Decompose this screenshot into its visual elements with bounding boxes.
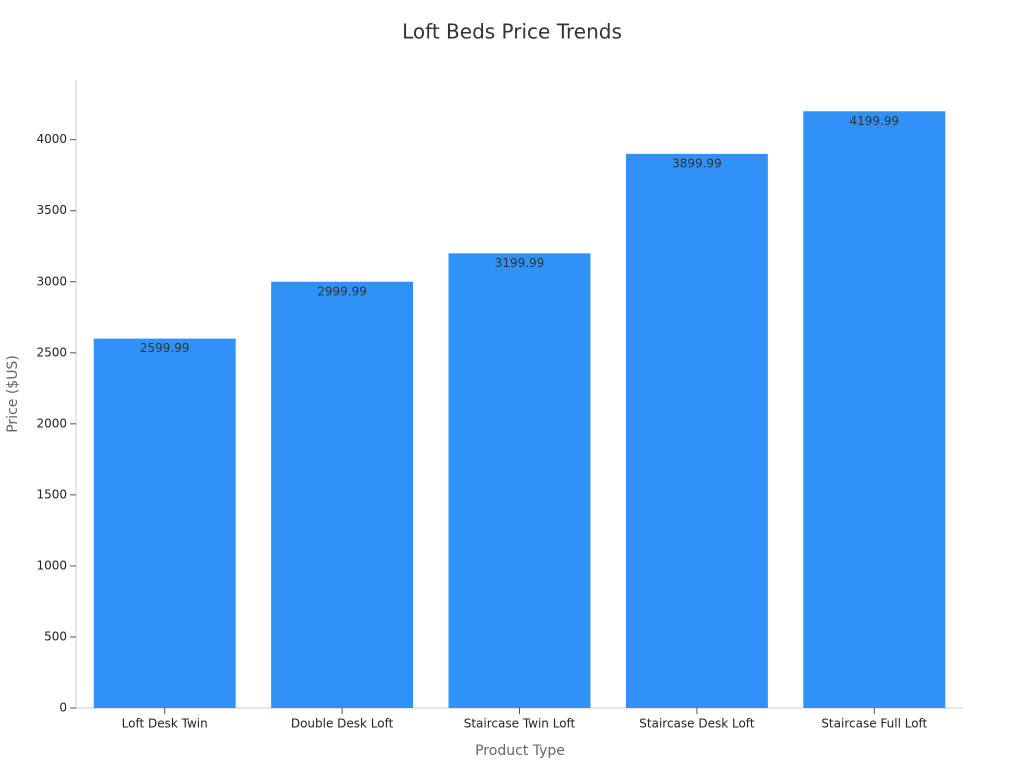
bar	[271, 281, 414, 708]
x-axis-title: Product Type	[475, 743, 565, 759]
y-tick-label: 1000	[36, 558, 67, 572]
value-label: 4199.99	[849, 114, 899, 128]
value-label: 3899.99	[672, 156, 722, 170]
y-tick-label: 2000	[36, 416, 67, 430]
y-tick-label: 4000	[36, 132, 67, 146]
x-tick-label: Staircase Full Loft	[821, 717, 927, 731]
y-tick-label: 3000	[36, 274, 67, 288]
x-tick-label: Loft Desk Twin	[122, 717, 208, 731]
value-label: 3199.99	[495, 256, 545, 270]
y-axis-title: Price ($US)	[5, 355, 21, 433]
value-label: 2599.99	[140, 341, 190, 355]
y-tick-label: 1500	[36, 487, 67, 501]
bar	[625, 153, 768, 708]
y-tick-label: 0	[59, 701, 67, 715]
bar	[448, 253, 591, 708]
y-tick-label: 2500	[36, 345, 67, 359]
chart-title: Loft Beds Price Trends	[402, 20, 622, 44]
bar	[803, 111, 946, 708]
bar	[93, 338, 236, 708]
x-tick-label: Staircase Desk Loft	[639, 717, 755, 731]
x-tick-label: Double Desk Loft	[291, 717, 394, 731]
y-tick-label: 500	[44, 629, 67, 643]
y-tick-label: 3500	[36, 203, 67, 217]
value-label: 2999.99	[317, 284, 367, 298]
x-tick-label: Staircase Twin Loft	[464, 717, 576, 731]
